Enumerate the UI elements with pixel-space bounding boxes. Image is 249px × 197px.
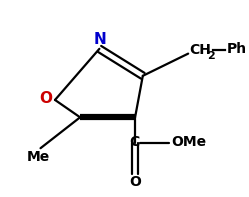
Text: N: N: [94, 32, 107, 47]
Text: OMe: OMe: [171, 135, 206, 149]
Text: O: O: [129, 175, 141, 189]
Text: 2: 2: [207, 51, 215, 60]
Text: C: C: [129, 135, 139, 149]
Text: CH: CH: [189, 43, 211, 57]
Text: Ph: Ph: [227, 42, 247, 56]
Text: O: O: [39, 90, 52, 106]
Text: Me: Me: [27, 150, 50, 164]
